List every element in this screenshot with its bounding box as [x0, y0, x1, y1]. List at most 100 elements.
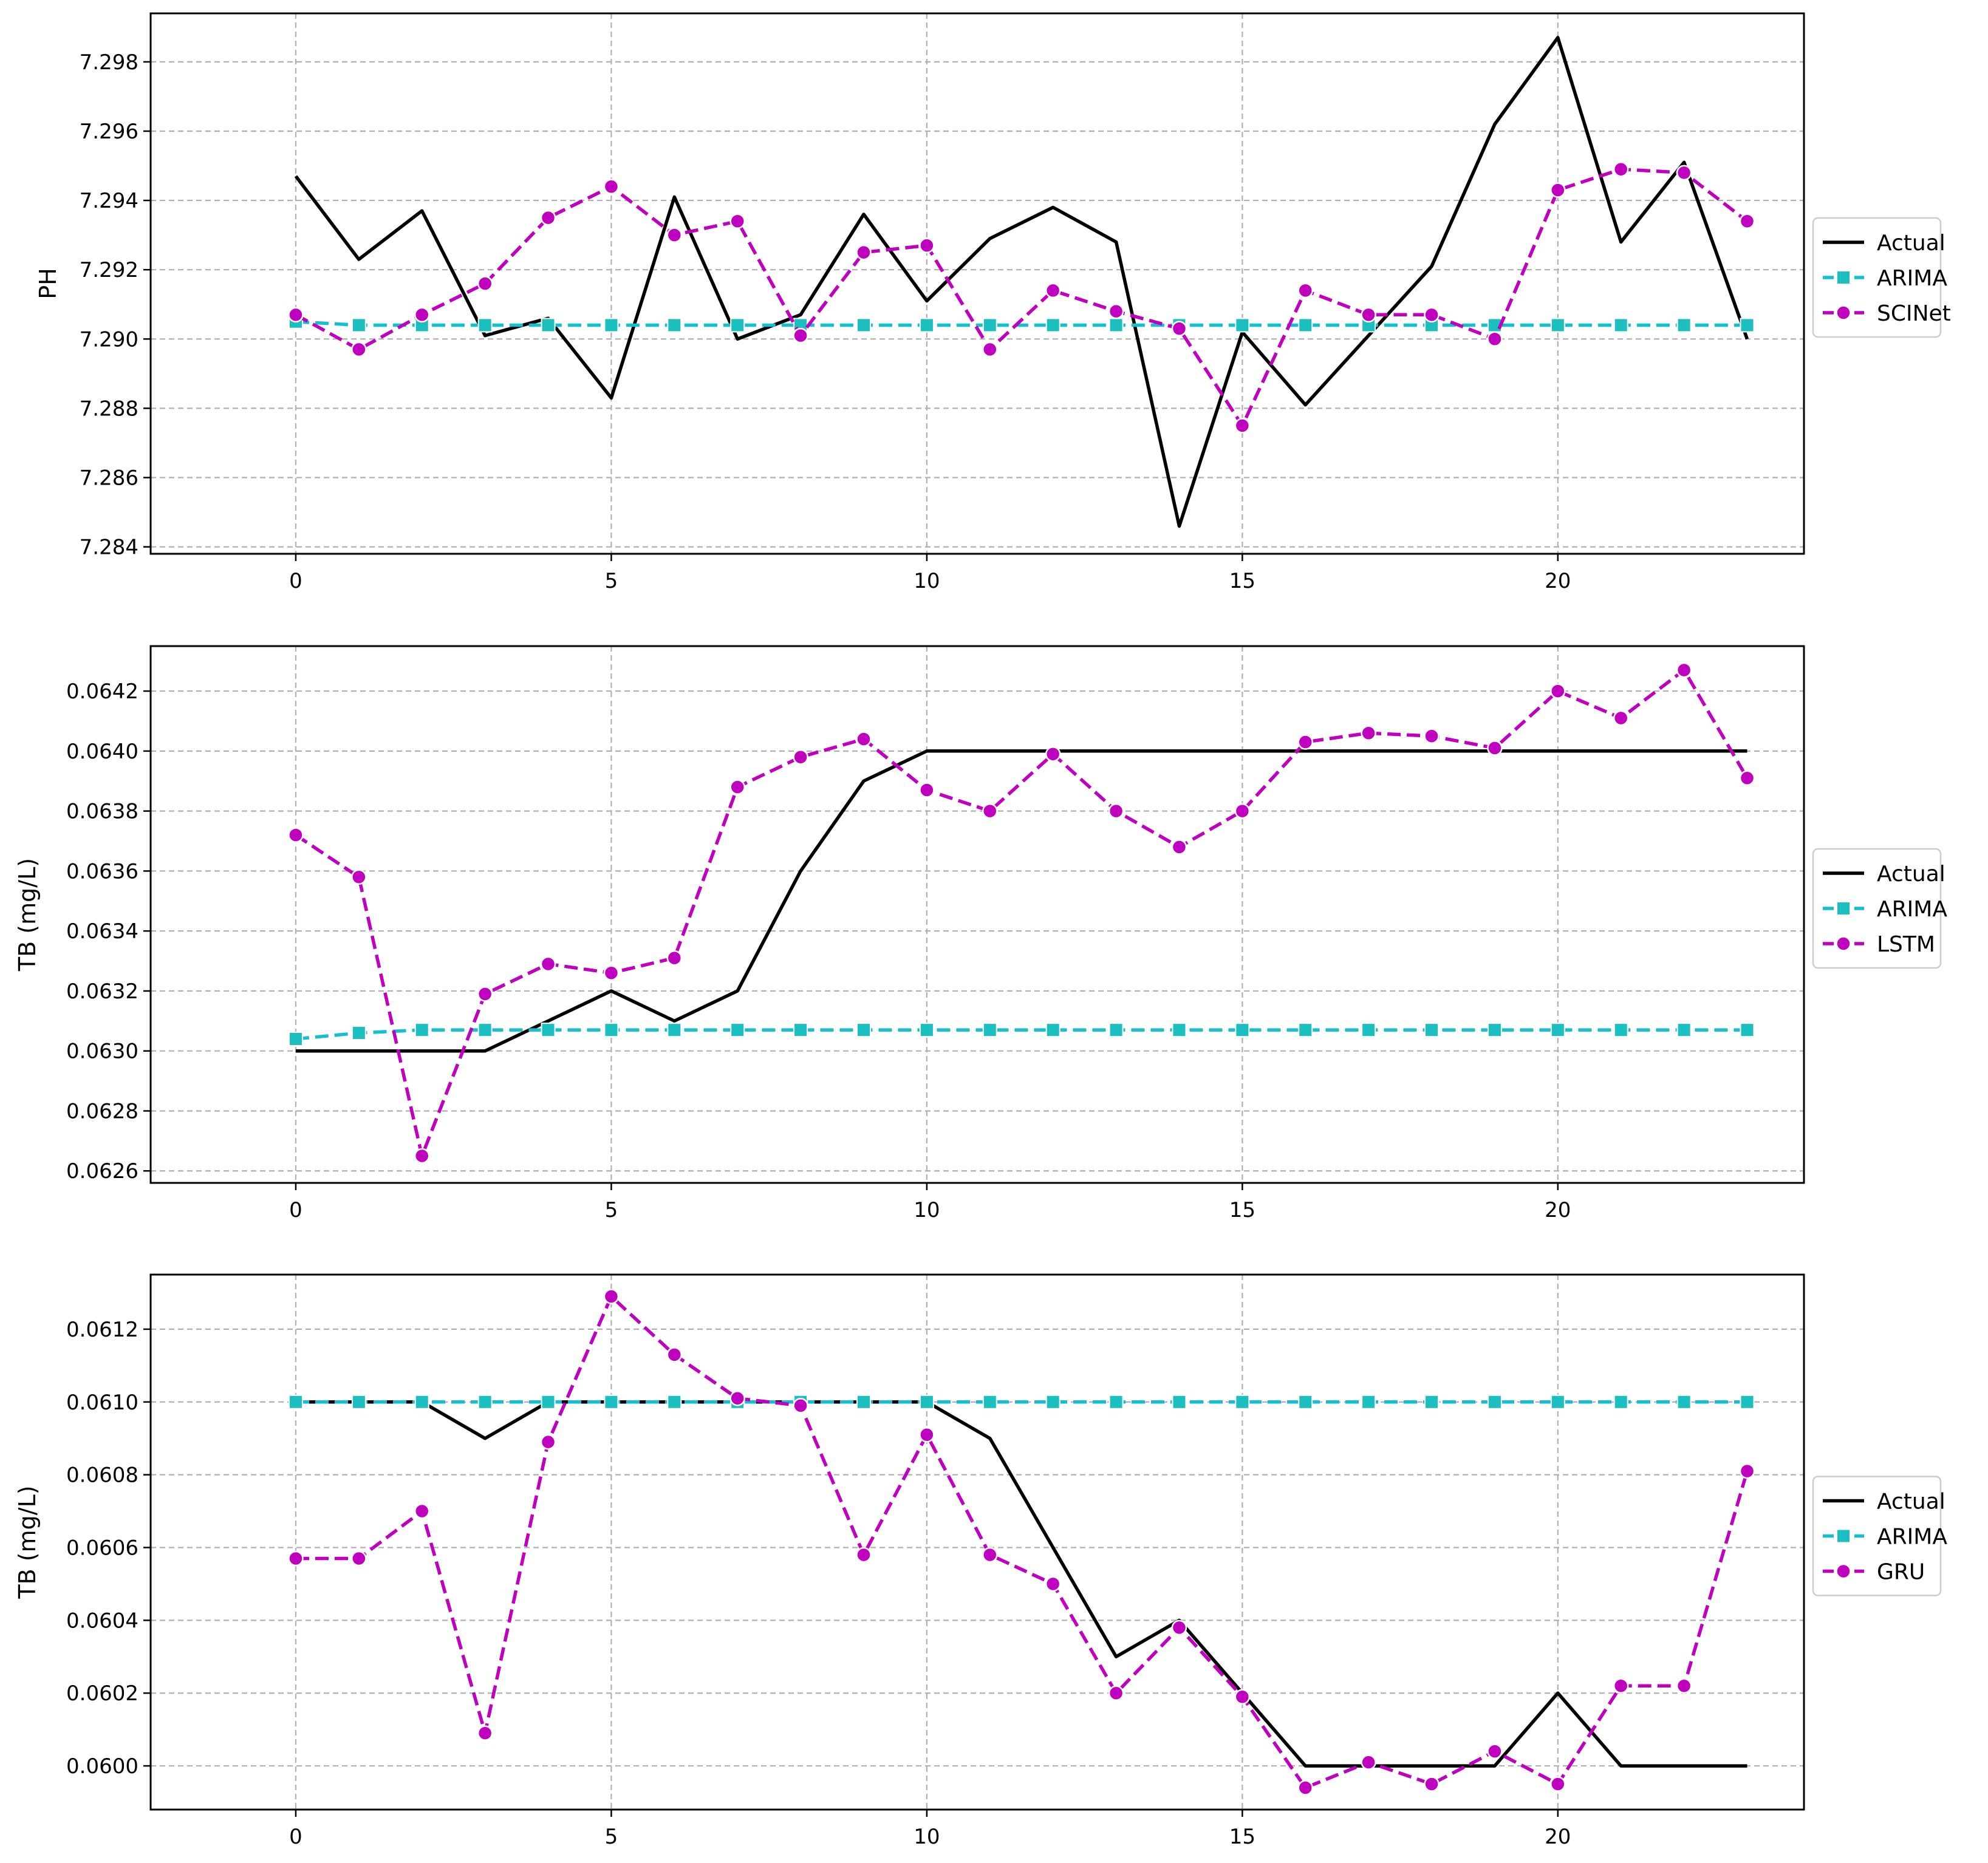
x-tick-label: 0: [289, 569, 302, 593]
data-point-gru: [1739, 1463, 1755, 1479]
series-line-actual: [296, 749, 1747, 1053]
data-point-arima: [414, 1394, 429, 1409]
data-point-lstm: [1361, 725, 1376, 741]
data-point-gru: [1234, 1689, 1251, 1705]
data-point-gru: [1108, 1685, 1124, 1701]
y-tick-label: 0.0642: [66, 679, 138, 704]
series-line-gru: [296, 1295, 1749, 1790]
data-point-gru: [603, 1289, 620, 1304]
data-point-arima: [1298, 1394, 1313, 1409]
legend-label-scinet: SCINet: [1877, 301, 1951, 326]
data-point-scinet: [1613, 161, 1629, 177]
data-point-arima: [1740, 1023, 1755, 1038]
y-tick-label: 7.294: [80, 189, 138, 213]
data-point-scinet: [477, 276, 493, 291]
y-tick-label: 0.0600: [66, 1754, 138, 1779]
y-tick-label: 0.0606: [66, 1536, 138, 1560]
plot-frame: [149, 1273, 1805, 1811]
x-tick-label: 10: [914, 1825, 940, 1849]
x-tick-label: 10: [914, 1198, 940, 1222]
data-point-arima: [856, 1394, 871, 1409]
data-point-lstm: [1550, 683, 1566, 699]
y-tick-label: 0.0632: [66, 979, 138, 1004]
data-point-arima: [1550, 318, 1565, 333]
y-tick-label: 0.0634: [66, 919, 138, 944]
data-point-lstm: [351, 869, 367, 885]
legend-label-actual: Actual: [1877, 862, 1945, 887]
x-tick-label: 5: [605, 1198, 618, 1222]
data-point-arima: [1172, 1394, 1187, 1409]
data-point-scinet: [288, 307, 304, 323]
data-point-arima: [982, 1023, 997, 1038]
data-point-scinet: [1108, 303, 1124, 319]
x-tick-label: 0: [289, 1198, 302, 1222]
legend-label-arima: ARIMA: [1877, 266, 1947, 291]
y-tick-label: 0.0602: [66, 1681, 138, 1706]
chart-panel-2: 0.0626 0.0628 0.0630 0.0632 0.0634 0.0636 0.06…: [14, 645, 1947, 1222]
data-point-gru: [1361, 1754, 1376, 1770]
data-point-lstm: [477, 986, 493, 1002]
data-point-arima: [604, 318, 619, 333]
data-point-gru: [1171, 1619, 1187, 1636]
data-point-gru: [1297, 1780, 1313, 1796]
y-tick-label: 7.284: [80, 536, 138, 560]
data-point-arima: [1487, 1023, 1502, 1038]
x-tick-label: 20: [1545, 1825, 1571, 1849]
data-point-lstm: [856, 731, 872, 747]
legend-label-actual: Actual: [1877, 1490, 1945, 1514]
data-point-arima: [1550, 1394, 1565, 1409]
series-line-arima: [295, 320, 1747, 327]
data-point-arima: [1172, 1023, 1187, 1038]
x-tick-label: 0: [289, 1825, 302, 1849]
chart-panel-3: 0.0600 0.0602 0.0604 0.0606 0.0608 0.0610 0.06…: [14, 1273, 1947, 1849]
x-tick-label: 20: [1545, 569, 1571, 593]
plot-frame: [149, 12, 1805, 555]
data-point-arima: [288, 1394, 303, 1409]
data-point-gru: [666, 1347, 683, 1363]
y-tick-label: 7.288: [80, 397, 138, 421]
x-tick-label: 15: [1229, 569, 1255, 593]
data-point-scinet: [919, 237, 935, 253]
data-point-arima: [477, 1394, 493, 1409]
series-line-actual: [294, 36, 1749, 528]
data-point-arima: [919, 1394, 934, 1409]
data-point-scinet: [540, 209, 556, 226]
data-point-gru: [351, 1550, 367, 1567]
plot-frame: [149, 645, 1805, 1184]
y-tick-label: 0.0630: [66, 1040, 138, 1064]
y-axis-label: PH: [35, 268, 61, 299]
data-point-scinet: [1234, 418, 1251, 434]
data-point-gru: [1487, 1743, 1503, 1759]
data-point-arima: [1676, 1023, 1692, 1038]
data-point-arima: [1108, 1023, 1124, 1038]
data-point-arima: [667, 1394, 682, 1409]
y-tick-label: 0.0604: [66, 1609, 138, 1633]
data-point-arima: [1108, 318, 1124, 333]
legend-label-lstm: LSTM: [1877, 932, 1935, 957]
legend-marker-square-icon: [1836, 270, 1851, 285]
data-point-arima: [414, 1023, 429, 1038]
legend: Actual ARIMA SCINet: [1812, 217, 1951, 338]
data-point-arima: [667, 1023, 682, 1038]
x-tick-label: 15: [1229, 1198, 1255, 1222]
data-point-lstm: [288, 827, 304, 843]
data-point-lstm: [1613, 710, 1629, 726]
series-line-actual: [296, 1400, 1747, 1768]
data-point-arima: [1424, 1394, 1440, 1409]
data-point-arima: [1361, 1394, 1376, 1409]
data-point-arima: [541, 318, 556, 333]
y-axis-label: TB (mg/L): [14, 858, 41, 972]
series-line-lstm: [295, 668, 1749, 1158]
data-point-lstm: [1297, 734, 1313, 750]
data-point-arima: [919, 318, 934, 333]
data-point-arima: [856, 318, 871, 333]
data-point-arima: [1613, 318, 1628, 333]
data-point-lstm: [1739, 770, 1755, 786]
data-point-gru: [1550, 1776, 1566, 1792]
data-point-lstm: [666, 950, 683, 966]
data-point-lstm: [603, 965, 620, 981]
data-point-arima: [541, 1023, 556, 1038]
data-point-lstm: [793, 749, 808, 765]
data-point-arima: [604, 1023, 619, 1038]
